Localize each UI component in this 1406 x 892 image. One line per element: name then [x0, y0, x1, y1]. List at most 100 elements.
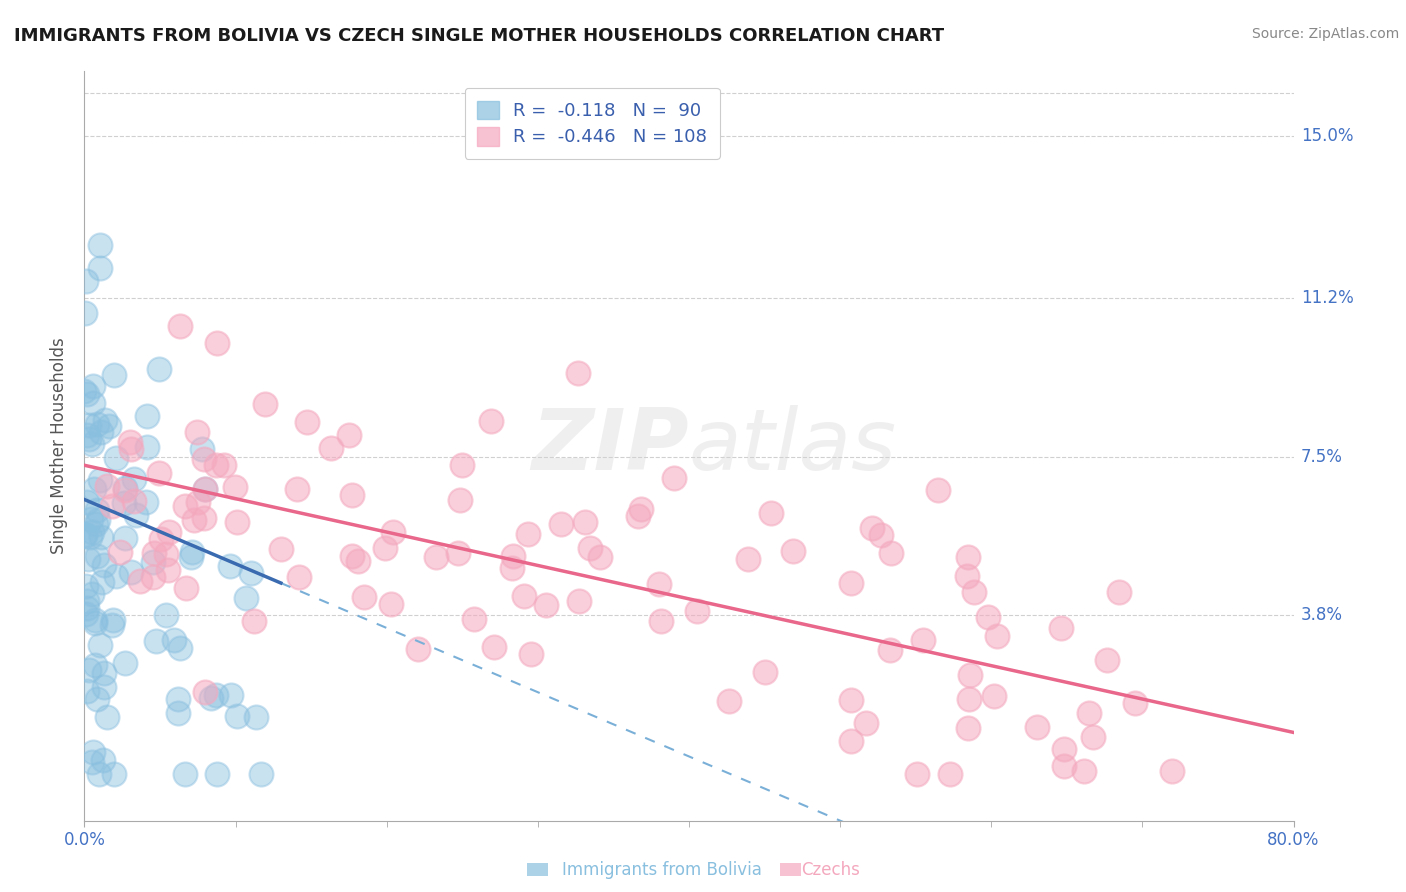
Point: [870, 527, 893, 541]
Point: [963, 584, 986, 599]
Point: [240, 566, 263, 580]
Point: [93, 680, 115, 694]
Point: [193, 511, 215, 525]
Point: [94, 412, 117, 426]
Point: [103, 368, 125, 383]
Point: [75, 579, 97, 593]
Text: 15.0%: 15.0%: [1301, 127, 1354, 145]
Point: [86, 503, 108, 517]
Point: [180, 545, 202, 559]
Point: [520, 647, 543, 661]
Point: [855, 716, 877, 731]
Point: [101, 500, 124, 514]
Point: [959, 668, 981, 682]
Point: [80, 512, 103, 526]
Point: [79, 530, 101, 544]
Y-axis label: Single Mother Households: Single Mother Households: [51, 338, 69, 554]
Point: [96, 709, 118, 723]
Point: [84, 517, 107, 532]
Point: [76, 387, 98, 401]
Point: [205, 458, 228, 472]
Point: [285, 483, 308, 497]
Point: [214, 458, 236, 472]
Point: [451, 458, 474, 472]
Point: [1050, 621, 1073, 635]
Point: [114, 483, 136, 498]
Point: [80, 524, 103, 539]
Point: [76, 495, 98, 509]
Point: [194, 685, 217, 699]
Point: [142, 546, 165, 560]
Point: [174, 499, 197, 513]
Point: [382, 524, 405, 539]
Point: [124, 472, 146, 486]
Point: [173, 766, 195, 780]
Point: [205, 688, 228, 702]
Point: [76, 684, 98, 698]
Point: [686, 604, 709, 618]
Point: [536, 598, 558, 612]
Point: [125, 508, 148, 522]
Point: [337, 427, 360, 442]
Point: [956, 549, 979, 564]
Text: Immigrants from Bolivia: Immigrants from Bolivia: [562, 861, 762, 879]
Point: [574, 515, 596, 529]
Point: [87, 513, 110, 527]
Point: [169, 640, 191, 655]
Point: [1108, 585, 1130, 599]
Point: [905, 766, 928, 780]
Point: [120, 565, 142, 579]
Point: [82, 379, 104, 393]
Point: [169, 318, 191, 333]
Point: [136, 409, 159, 423]
Point: [77, 663, 100, 677]
Point: [73, 384, 96, 398]
Point: [82, 745, 104, 759]
Point: [254, 397, 277, 411]
Point: [353, 590, 375, 604]
Point: [502, 549, 524, 563]
Point: [550, 516, 572, 531]
Point: [183, 513, 205, 527]
Point: [839, 734, 862, 748]
Point: [319, 441, 342, 455]
Point: [207, 335, 229, 350]
Text: 7.5%: 7.5%: [1301, 448, 1343, 466]
Text: atlas: atlas: [689, 404, 897, 488]
Point: [84, 658, 107, 673]
Point: [425, 550, 447, 565]
Point: [90, 530, 112, 544]
Point: [759, 507, 782, 521]
Point: [650, 614, 672, 628]
Point: [193, 452, 215, 467]
Point: [1073, 764, 1095, 779]
Point: [1025, 720, 1047, 734]
Point: [568, 594, 591, 608]
Point: [83, 482, 105, 496]
Point: [75, 607, 97, 622]
Point: [218, 558, 240, 573]
Point: [84, 613, 107, 627]
Point: [225, 515, 247, 529]
Point: [128, 574, 150, 588]
Point: [80, 437, 103, 451]
Point: [118, 434, 141, 449]
Point: [243, 614, 266, 628]
Point: [717, 694, 740, 708]
Point: [89, 639, 111, 653]
Point: [93, 558, 115, 572]
Point: [516, 527, 538, 541]
Point: [911, 632, 934, 647]
Point: [224, 480, 246, 494]
Point: [194, 483, 217, 497]
Point: [380, 597, 402, 611]
Point: [245, 710, 267, 724]
Point: [120, 442, 142, 456]
Point: [1081, 731, 1104, 745]
Point: [142, 570, 165, 584]
Point: [187, 495, 209, 509]
Point: [91, 753, 114, 767]
Text: Czechs: Czechs: [801, 861, 860, 879]
Point: [157, 563, 180, 577]
Point: [89, 766, 111, 780]
